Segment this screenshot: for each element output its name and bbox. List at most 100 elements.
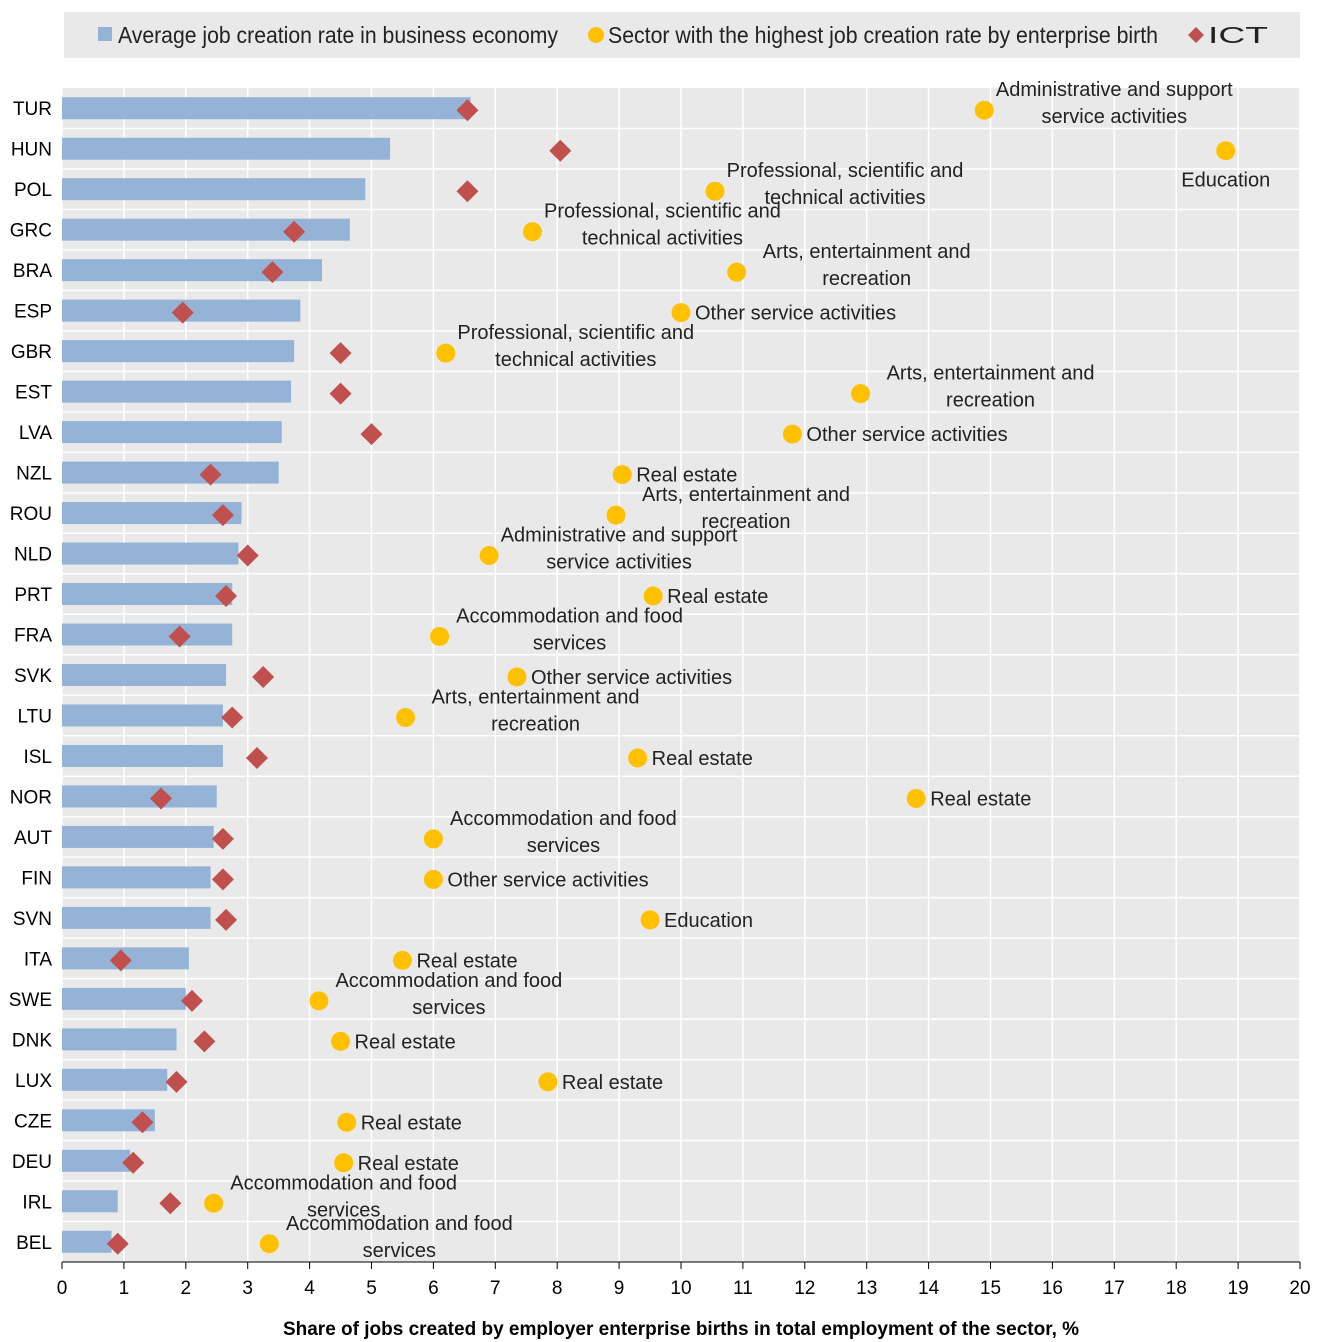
sector-marker-dnk — [331, 1031, 351, 1051]
average-bar-nzl — [62, 461, 279, 484]
ict-marker-tur — [456, 99, 479, 122]
legend-label: ICT — [1208, 22, 1268, 48]
sector-marker-esp — [671, 303, 691, 323]
ict-marker-bel — [106, 1232, 129, 1255]
sector-marker-gbr — [436, 343, 456, 363]
x-tick-label: 8 — [552, 1278, 563, 1299]
sector-marker-nor — [906, 788, 926, 808]
legend-circle-swatch — [588, 27, 604, 43]
country-label-rou: ROU — [10, 504, 52, 525]
sector-marker-est — [851, 384, 871, 404]
country-label-aut: AUT — [14, 828, 52, 849]
average-bar-lva — [62, 421, 282, 444]
x-tick-label: 5 — [366, 1278, 377, 1299]
sector-label-lva: Other service activities — [806, 424, 1007, 446]
sector-label-prt: Real estate — [667, 586, 768, 608]
sector-label-nld: Administrative and support service activi… — [501, 525, 738, 574]
x-tick-label: 14 — [918, 1278, 940, 1299]
sector-marker-cze — [337, 1112, 357, 1132]
sector-label-deu: Real estate — [358, 1153, 459, 1175]
country-label-svk: SVK — [14, 666, 52, 687]
country-label-fin: FIN — [21, 868, 52, 889]
average-bar-fra — [62, 623, 233, 646]
country-label-gbr: GBR — [11, 342, 52, 363]
x-tick-label: 12 — [794, 1278, 815, 1299]
country-label-nld: NLD — [14, 545, 52, 566]
country-label-nzl: NZL — [16, 464, 52, 485]
x-tick-label: 20 — [1289, 1278, 1310, 1299]
legend-diamond-swatch — [1188, 27, 1204, 43]
ict-marker-deu — [122, 1151, 145, 1174]
sector-label-esp: Other service activities — [695, 303, 896, 325]
x-tick-label: 4 — [304, 1278, 315, 1299]
sector-marker-svn — [640, 910, 660, 930]
x-tick-label: 6 — [428, 1278, 439, 1299]
ict-marker-pol — [456, 180, 479, 203]
average-bar-svk — [62, 664, 227, 686]
country-label-ltu: LTU — [18, 706, 52, 727]
sector-marker-svk — [507, 667, 527, 687]
legend-label: Average job creation rate in business ec… — [118, 22, 558, 48]
sector-marker-nld — [479, 546, 499, 566]
average-bar-lux — [62, 1068, 168, 1091]
sector-markers — [204, 100, 1236, 1254]
sector-marker-rou — [606, 505, 626, 525]
sector-marker-grc — [522, 222, 542, 242]
x-tick-label: 7 — [490, 1278, 501, 1299]
sector-marker-deu — [334, 1153, 354, 1173]
ict-marker-fra — [168, 625, 191, 648]
ict-marker-nzl — [199, 463, 222, 486]
sector-marker-lux — [538, 1072, 558, 1092]
ict-marker-grc — [283, 220, 306, 243]
average-bar-ltu — [62, 704, 223, 727]
sector-label-nor: Real estate — [930, 788, 1031, 810]
sector-label-isl: Real estate — [652, 748, 753, 770]
sector-label-aut: Accommodation and food services — [450, 808, 677, 857]
country-label-nor: NOR — [10, 787, 52, 808]
country-label-pol: POL — [14, 180, 52, 201]
legend-label: Sector with the highest job creation rat… — [608, 22, 1158, 48]
sector-labels: Administrative and support service activi… — [230, 79, 1270, 1262]
sector-label-cze: Real estate — [361, 1112, 462, 1134]
sector-label-nzl: Real estate — [636, 465, 737, 487]
x-tick-label: 16 — [1042, 1278, 1063, 1299]
ict-marker-est — [329, 382, 352, 405]
sector-marker-fra — [430, 627, 450, 647]
country-label-cze: CZE — [14, 1111, 52, 1132]
average-bars — [62, 97, 471, 1253]
x-tick-label: 2 — [181, 1278, 192, 1299]
ict-marker-cze — [131, 1111, 154, 1134]
average-bar-gbr — [62, 340, 295, 363]
average-bar-pol — [62, 178, 366, 201]
sector-label-hun: Education — [1181, 170, 1270, 192]
country-label-dnk: DNK — [12, 1030, 52, 1051]
ict-marker-svk — [252, 666, 275, 688]
sector-label-dnk: Real estate — [355, 1031, 456, 1053]
ict-marker-esp — [171, 301, 194, 324]
average-bar-nld — [62, 542, 239, 565]
country-label-swe: SWE — [9, 990, 52, 1011]
country-label-tur: TUR — [13, 99, 52, 120]
sector-label-ltu: Arts, entertainment and recreation — [432, 686, 640, 735]
country-labels: TUR HUN POL GRC BRA ESP GBR EST LVA NZL ROU NLD PRT F… — [9, 99, 53, 1254]
average-bar-bra — [62, 259, 322, 282]
sector-label-est: Arts, entertainment and recreation — [887, 363, 1095, 412]
sector-label-fin: Other service activities — [447, 869, 648, 891]
ict-marker-ltu — [221, 706, 244, 729]
ict-marker-prt — [215, 585, 238, 608]
ict-marker-lux — [165, 1070, 188, 1093]
country-label-hun: HUN — [11, 140, 52, 161]
sector-label-pol: Professional, scientific and technical ac… — [727, 160, 964, 209]
gridlines — [61, 88, 1301, 1262]
sector-marker-aut — [423, 829, 443, 849]
average-bar-grc — [62, 218, 350, 241]
average-bar-tur — [62, 97, 471, 120]
country-label-svn: SVN — [13, 909, 52, 930]
country-label-isl: ISL — [23, 747, 52, 768]
ict-marker-nor — [150, 787, 173, 810]
x-tick-label: 11 — [733, 1278, 753, 1299]
sector-label-fra: Accommodation and food services — [456, 606, 683, 655]
ict-marker-isl — [245, 746, 268, 769]
average-bar-dnk — [62, 1028, 177, 1051]
ict-marker-fin — [211, 868, 234, 891]
